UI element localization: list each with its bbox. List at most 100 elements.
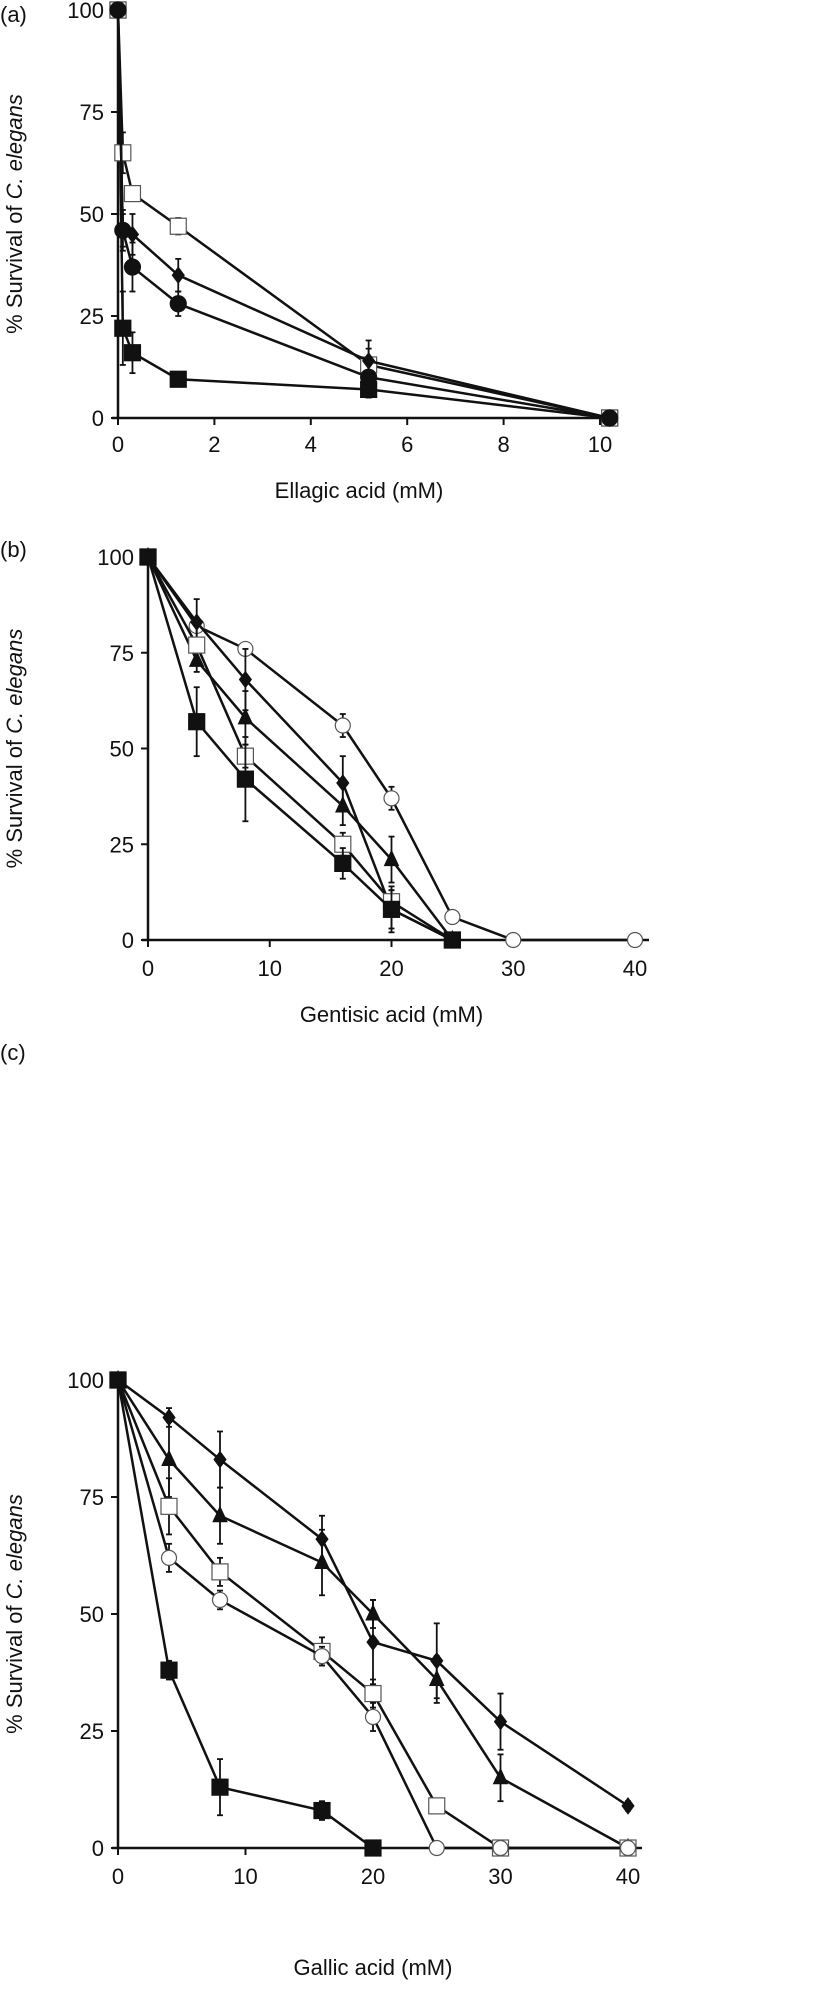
x-tick-label: 20 [379, 956, 403, 981]
data-point-square [114, 144, 132, 162]
x-tick-label: 10 [258, 956, 282, 981]
data-point-square [123, 344, 142, 362]
data-point-circle [109, 1, 127, 19]
data-point-square [236, 770, 254, 788]
y-tick-label: 25 [110, 832, 134, 857]
y-tick-label: 100 [67, 1368, 104, 1393]
x-axis-title: Ellagic acid (mM) [275, 478, 444, 503]
data-point-circle [428, 1839, 445, 1857]
series-line [117, 1378, 629, 1807]
x-tick-label: 30 [501, 956, 525, 981]
x-tick-label: 40 [616, 1864, 640, 1889]
data-point-triangle [428, 1669, 445, 1687]
data-point-square [211, 1563, 229, 1581]
y-tick-label: 0 [122, 928, 134, 953]
data-point-square [160, 1497, 178, 1515]
series-filled-triangle [140, 546, 461, 947]
data-point-diamond [213, 1450, 227, 1469]
series-line [116, 1379, 628, 1850]
data-point-circle [364, 1708, 382, 1726]
series-filled-triangle [110, 1369, 636, 1855]
y-tick-label: 100 [97, 545, 134, 570]
y-tick-label: 75 [80, 1485, 104, 1510]
data-point-triangle [161, 1449, 177, 1467]
series-filled-square [139, 548, 461, 949]
data-point-diamond [171, 266, 185, 285]
data-point-square [334, 854, 352, 873]
x-tick-label: 30 [488, 1864, 512, 1889]
panel-label: (b) [0, 537, 27, 562]
x-tick-label: 4 [305, 432, 317, 457]
data-point-circle [626, 931, 644, 949]
y-axis-title-prefix: % Survival of [2, 199, 27, 334]
data-point-circle [334, 717, 351, 734]
data-point-circle [211, 1591, 229, 1609]
series-line [116, 9, 610, 420]
x-tick-label: 0 [112, 1864, 124, 1889]
y-axis-title-species: C. elegans [2, 629, 27, 734]
data-point-square [160, 1661, 178, 1679]
x-tick-label: 6 [401, 432, 413, 457]
series-filled-diamond [111, 1, 617, 427]
series-filled-circle [109, 1, 619, 427]
series-line [146, 556, 454, 942]
data-point-triangle [492, 1767, 509, 1785]
y-axis-title-species: C. elegans [2, 94, 27, 199]
y-axis-title-species: C. elegans [2, 1494, 27, 1599]
data-point-circle [169, 295, 187, 313]
x-tick-label: 2 [208, 432, 220, 457]
data-point-square [114, 319, 132, 337]
data-point-square [428, 1797, 446, 1815]
data-point-circle [383, 790, 400, 807]
data-point-square [364, 1839, 382, 1857]
data-point-square [123, 185, 142, 203]
panel-label: (a) [0, 2, 27, 27]
data-point-square [169, 217, 187, 235]
y-tick-label: 50 [110, 737, 134, 762]
data-point-square [211, 1778, 229, 1796]
series-filled-square [109, 1371, 382, 1857]
data-point-circle [505, 931, 522, 949]
y-tick-label: 50 [80, 202, 104, 227]
chart-panel-c: 0 25 50 75 100 0 10 20 30 40 (c) Gallic acid (mM) % … [0, 1040, 642, 1980]
series-line [116, 1379, 628, 1850]
data-point-circle [160, 1549, 178, 1566]
x-tick-label: 0 [112, 432, 124, 457]
data-point-square [382, 900, 401, 918]
data-point-square [109, 1371, 127, 1389]
x-axis-title: Gentisic acid (mM) [300, 1002, 483, 1027]
y-axis-title: % Survival of C. elegans [2, 629, 27, 869]
series-line [146, 556, 453, 942]
data-point-square [364, 1684, 382, 1703]
data-point-triangle [314, 1552, 330, 1570]
x-tick-label: 10 [233, 1864, 257, 1889]
series-line [116, 1379, 629, 1850]
series-filled-diamond [141, 548, 459, 949]
data-point-triangle [383, 849, 400, 867]
x-tick-label: 20 [361, 1864, 385, 1889]
data-point-circle [444, 908, 461, 926]
y-axis-title-prefix: % Survival of [2, 734, 27, 869]
data-point-circle [601, 409, 619, 427]
data-point-triangle [365, 1603, 381, 1621]
data-point-circle [123, 258, 142, 276]
series-open-circle [109, 1371, 637, 1857]
data-point-circle [492, 1839, 509, 1857]
x-tick-label: 0 [142, 956, 154, 981]
series-line [146, 556, 454, 941]
y-tick-label: 0 [92, 1836, 104, 1861]
x-tick-label: 40 [623, 956, 647, 981]
data-point-circle [360, 368, 378, 386]
panel-label: (c) [0, 1040, 26, 1065]
data-point-triangle [212, 1505, 228, 1523]
y-tick-label: 25 [80, 304, 104, 329]
series-line [116, 9, 610, 420]
data-point-square [443, 931, 461, 949]
data-point-square [169, 370, 187, 388]
y-tick-label: 75 [110, 641, 134, 666]
series-line [116, 9, 610, 420]
y-axis-title-prefix: % Survival of [2, 1599, 27, 1734]
y-tick-label: 0 [92, 406, 104, 431]
data-point-diamond [621, 1797, 635, 1815]
